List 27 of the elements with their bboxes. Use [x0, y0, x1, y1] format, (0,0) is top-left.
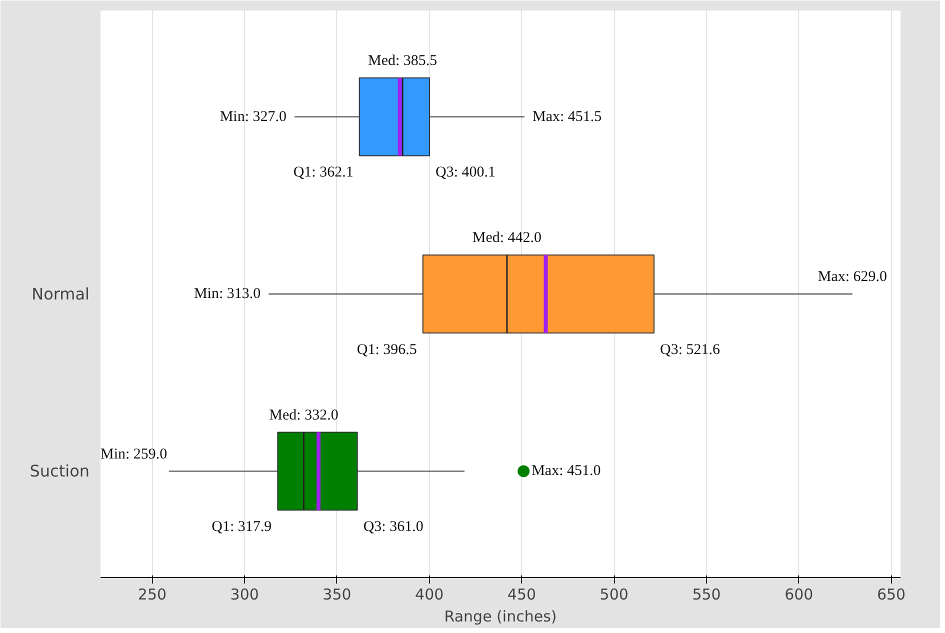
- annotation: Min: 259.0: [100, 446, 168, 462]
- annotation: Q3: 400.1: [436, 164, 496, 181]
- annotation: Max: 451.5: [532, 108, 602, 125]
- annotation: Q1: 317.9: [212, 519, 272, 536]
- x-tick-label: 400: [415, 586, 444, 604]
- x-axis-title: Range (inches): [444, 608, 557, 626]
- annotation: Max: 451.0: [532, 463, 601, 480]
- annotation: Min: 327.0: [220, 108, 287, 125]
- annotation: Med: 442.0: [472, 230, 542, 246]
- x-tick-label: 550: [692, 586, 721, 604]
- x-tick-label: 250: [138, 586, 167, 604]
- x-tick-label: 600: [784, 586, 814, 604]
- x-tick-label: 350: [322, 586, 352, 604]
- annotation: Min: 313.0: [194, 286, 261, 302]
- annotation: Q3: 521.6: [660, 342, 721, 358]
- annotation: Med: 332.0: [269, 407, 338, 424]
- x-tick-label: 300: [230, 586, 259, 604]
- x-tick-label: 450: [507, 586, 536, 604]
- annotation: Med: 385.5: [368, 52, 438, 69]
- y-tick-label: Normal: [32, 284, 90, 304]
- annotation: Q3: 361.0: [363, 519, 424, 536]
- annotation: Q1: 362.1: [293, 164, 354, 181]
- annotation: Max: 629.0: [818, 269, 888, 286]
- x-tick-label: 650: [876, 586, 906, 604]
- annotation: Q1: 396.5: [356, 342, 417, 358]
- y-tick-label: Suction: [30, 462, 90, 481]
- x-tick-label: 500: [600, 586, 628, 604]
